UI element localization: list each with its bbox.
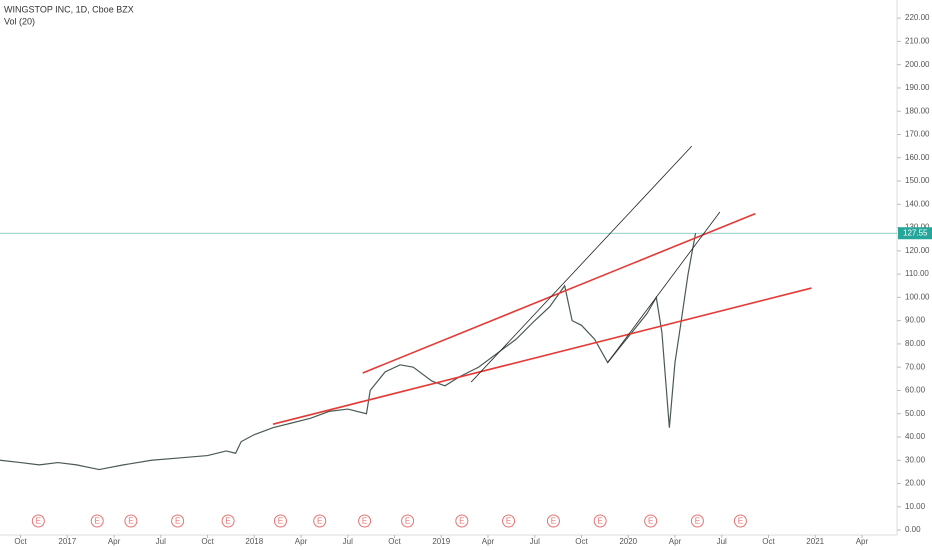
earnings-marker (455, 514, 469, 528)
price-line (0, 233, 697, 471)
y-tick-label: 100.00 (905, 292, 930, 301)
earnings-label: E (459, 517, 464, 526)
y-tick-label: 20.00 (905, 479, 926, 488)
earnings-label: E (405, 517, 410, 526)
earnings-marker (690, 514, 704, 528)
earnings-marker (358, 514, 372, 528)
earnings-marker (644, 514, 658, 528)
x-tick-label: 2018 (245, 537, 263, 546)
x-tick-label: 2017 (58, 537, 76, 546)
y-tick-label: 190.00 (905, 83, 930, 92)
x-tick-label: Oct (575, 537, 588, 546)
y-tick-label: 160.00 (905, 153, 930, 162)
earnings-label: E (648, 517, 653, 526)
earnings-label: E (128, 517, 133, 526)
x-tick-label: Apr (856, 537, 869, 546)
y-tick-label: 70.00 (905, 362, 926, 371)
last-price-tag (898, 227, 932, 240)
earnings-marker (546, 514, 560, 528)
y-tick-label: 120.00 (905, 246, 930, 255)
earnings-label: E (738, 517, 743, 526)
x-tick-label: 2021 (806, 537, 824, 546)
x-tick-label: Jul (343, 537, 353, 546)
x-tick-label: Jul (717, 537, 727, 546)
earnings-marker (401, 514, 415, 528)
y-tick-label: 10.00 (905, 502, 926, 511)
x-tick-label: Jul (156, 537, 166, 546)
y-tick-label: 170.00 (905, 130, 930, 139)
earnings-label: E (598, 517, 603, 526)
earnings-marker (502, 514, 516, 528)
x-tick-label: Apr (108, 537, 121, 546)
earnings-label: E (695, 517, 700, 526)
y-tick-label: 130.00 (905, 223, 930, 232)
y-tick-label: 90.00 (905, 316, 926, 325)
x-tick-label: 2020 (619, 537, 637, 546)
y-tick-label: 210.00 (905, 37, 930, 46)
x-tick-label: Apr (482, 537, 495, 546)
earnings-marker (733, 514, 747, 528)
y-tick-label: 200.00 (905, 60, 930, 69)
y-tick-label: 220.00 (905, 13, 930, 22)
earnings-label: E (506, 517, 511, 526)
y-tick-label: 80.00 (905, 339, 926, 348)
earnings-marker (313, 514, 327, 528)
earnings-label: E (36, 517, 41, 526)
y-tick-label: 60.00 (905, 386, 926, 395)
x-tick-label: Oct (762, 537, 775, 546)
y-tick-label: 0.00 (905, 525, 921, 534)
x-tick-label: Jul (530, 537, 540, 546)
trend-line (470, 145, 693, 383)
earnings-marker (90, 514, 104, 528)
last-price-label: 127.55 (903, 228, 928, 237)
y-tick-label: 30.00 (905, 455, 926, 464)
x-tick-label: Oct (14, 537, 27, 546)
earnings-marker (273, 514, 287, 528)
y-tick-label: 140.00 (905, 199, 930, 208)
earnings-label: E (551, 517, 556, 526)
y-tick-label: 110.00 (905, 269, 929, 278)
earnings-label: E (278, 517, 283, 526)
y-tick-label: 150.00 (905, 176, 930, 185)
chart-title: WINGSTOP INC, 1D, Cboe BZX (4, 4, 134, 14)
y-tick-label: 50.00 (905, 409, 926, 418)
x-tick-label: Apr (295, 537, 308, 546)
earnings-marker (31, 514, 45, 528)
earnings-label: E (175, 517, 180, 526)
earnings-marker (593, 514, 607, 528)
x-tick-label: Oct (388, 537, 401, 546)
trend-line (272, 287, 812, 425)
x-tick-label: Oct (201, 537, 214, 546)
earnings-marker (171, 514, 185, 528)
earnings-marker (124, 514, 138, 528)
x-tick-label: Apr (669, 537, 682, 546)
trend-line (607, 211, 721, 363)
y-tick-label: 180.00 (905, 106, 930, 115)
earnings-label: E (317, 517, 322, 526)
earnings-label: E (362, 517, 367, 526)
x-tick-label: 2019 (432, 537, 450, 546)
earnings-label: E (225, 517, 230, 526)
earnings-marker (221, 514, 235, 528)
indicator-label: Vol (20) (4, 16, 35, 26)
trend-line (362, 212, 756, 374)
y-tick-label: 40.00 (905, 432, 926, 441)
earnings-label: E (95, 517, 100, 526)
